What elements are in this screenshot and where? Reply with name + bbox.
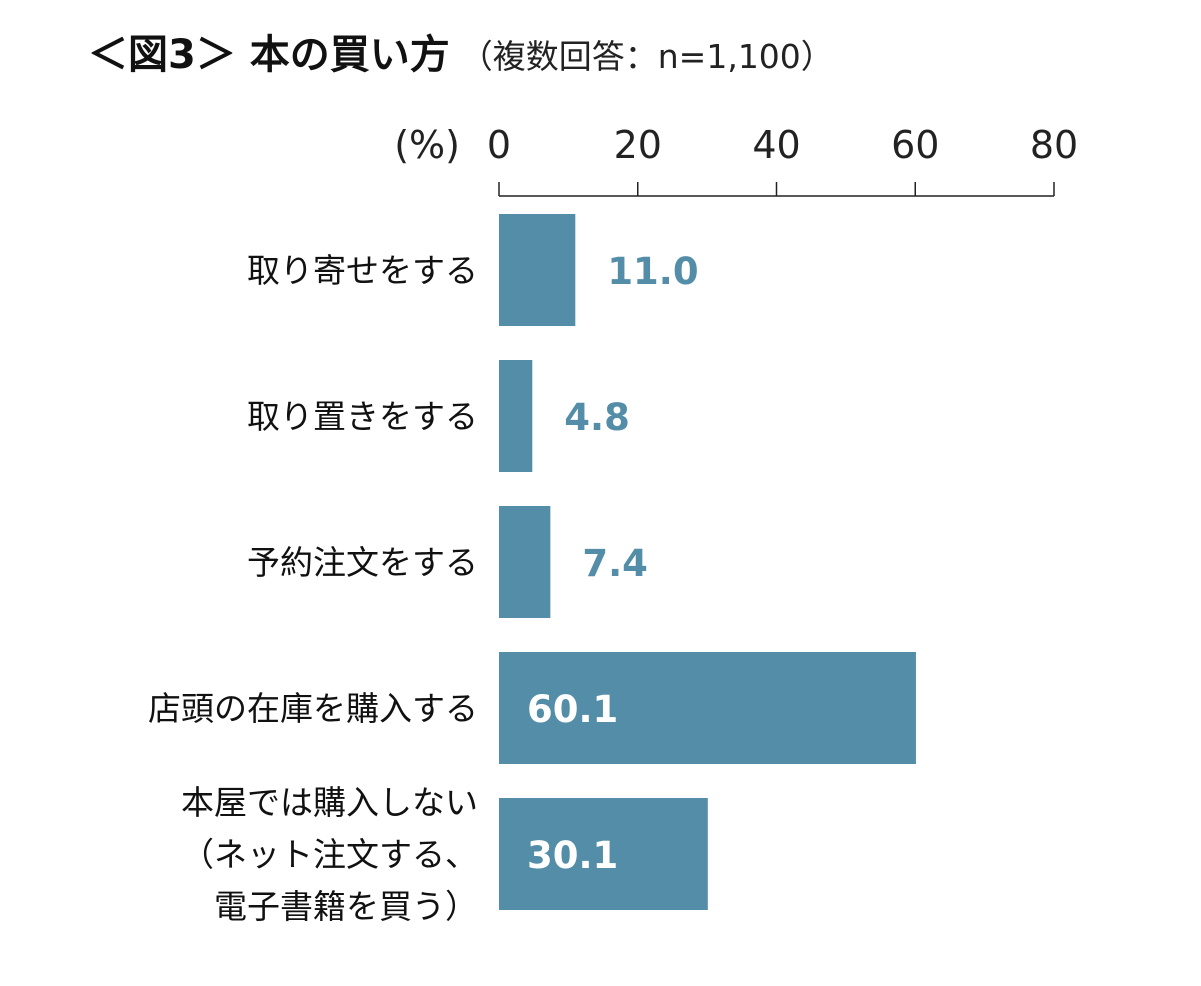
value-labels: 11.0 4.8 7.4 60.1 30.1: [527, 250, 699, 877]
category-labels: 取り寄せをする取り置きをする予約注文をする店頭の在庫を購入する本屋では購入しない…: [148, 251, 478, 926]
axis-unit-label: (%): [394, 123, 460, 167]
x-axis: 0 20 40 60 80: [487, 123, 1078, 197]
value-label: 11.0: [607, 250, 698, 293]
category-label: （ネット注文する、: [181, 835, 478, 874]
category-label: 本屋では購入しない: [181, 783, 478, 822]
bars: [499, 214, 916, 910]
bar: [499, 506, 551, 618]
value-label: 4.8: [564, 396, 630, 439]
category-label: 予約注文をする: [247, 543, 478, 582]
x-tick-label: 60: [891, 123, 939, 167]
value-label: 30.1: [527, 834, 618, 877]
x-tick-label: 20: [614, 123, 662, 167]
category-label: 取り置きをする: [247, 397, 478, 436]
bar: [499, 214, 576, 326]
x-tick-label: 0: [487, 123, 511, 167]
category-label: 電子書籍を買う）: [214, 887, 478, 926]
value-label: 60.1: [527, 688, 618, 731]
chart-title-block: ＜図3＞ 本の買い方 （複数回答：n=1,100）: [88, 22, 834, 80]
chart-title: ＜図3＞ 本の買い方: [88, 32, 450, 78]
bar: [499, 652, 916, 764]
category-label: 取り寄せをする: [247, 251, 478, 290]
value-label: 7.4: [582, 542, 648, 585]
category-label: 店頭の在庫を購入する: [148, 689, 478, 728]
x-tick-label: 80: [1030, 123, 1078, 167]
chart-subtitle: （複数回答：n=1,100）: [459, 37, 834, 76]
bar: [499, 360, 533, 472]
x-tick-label: 40: [752, 123, 800, 167]
bar: [499, 798, 708, 910]
